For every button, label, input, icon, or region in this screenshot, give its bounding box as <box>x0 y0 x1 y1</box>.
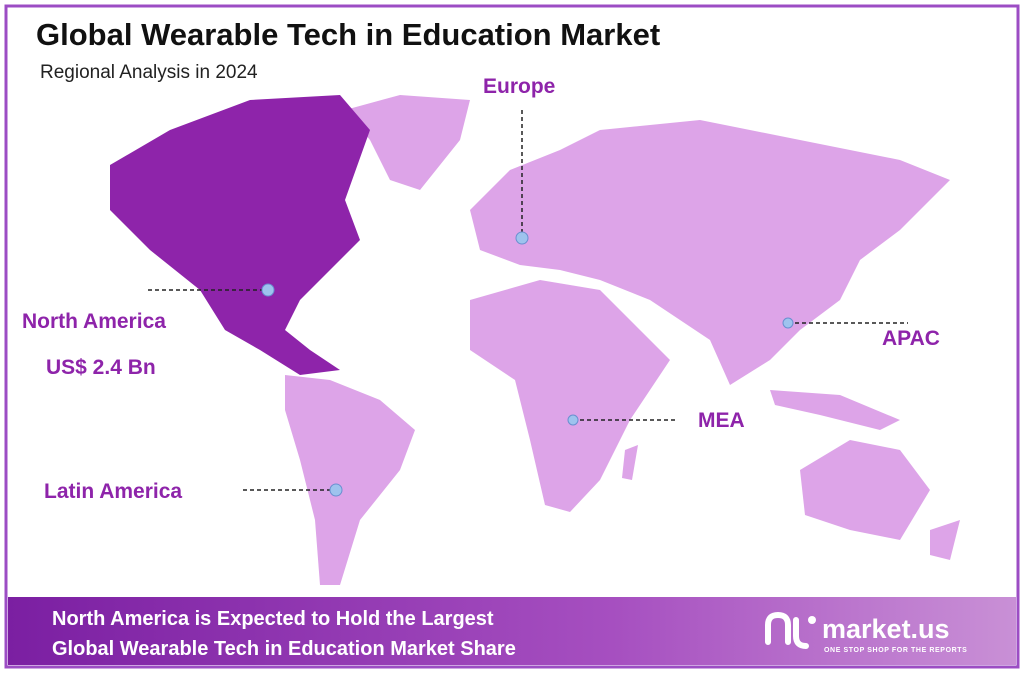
marker <box>782 317 794 329</box>
region-label: Latin America <box>44 480 182 503</box>
region-label: North America <box>22 310 166 333</box>
brand-logo <box>765 611 816 649</box>
region-label: MEA <box>698 409 745 432</box>
marker <box>515 231 529 245</box>
world-map <box>110 95 960 585</box>
marker <box>261 283 275 297</box>
region-label: APAC <box>882 327 940 350</box>
marker <box>567 414 579 426</box>
marker <box>329 483 343 497</box>
footer-line: North America is Expected to Hold the La… <box>52 608 494 630</box>
brand: market.us <box>822 614 950 644</box>
region-label: Europe <box>483 75 555 98</box>
footer-band <box>8 597 1016 665</box>
region-value: US$ 2.4 Bn <box>46 356 156 379</box>
tagline: ONE STOP SHOP FOR THE REPORTS <box>824 647 967 654</box>
footer-line: Global Wearable Tech in Education Market… <box>52 638 516 660</box>
title: Global Wearable Tech in Education Market <box>36 17 660 52</box>
subtitle: Regional Analysis in 2024 <box>40 62 258 83</box>
